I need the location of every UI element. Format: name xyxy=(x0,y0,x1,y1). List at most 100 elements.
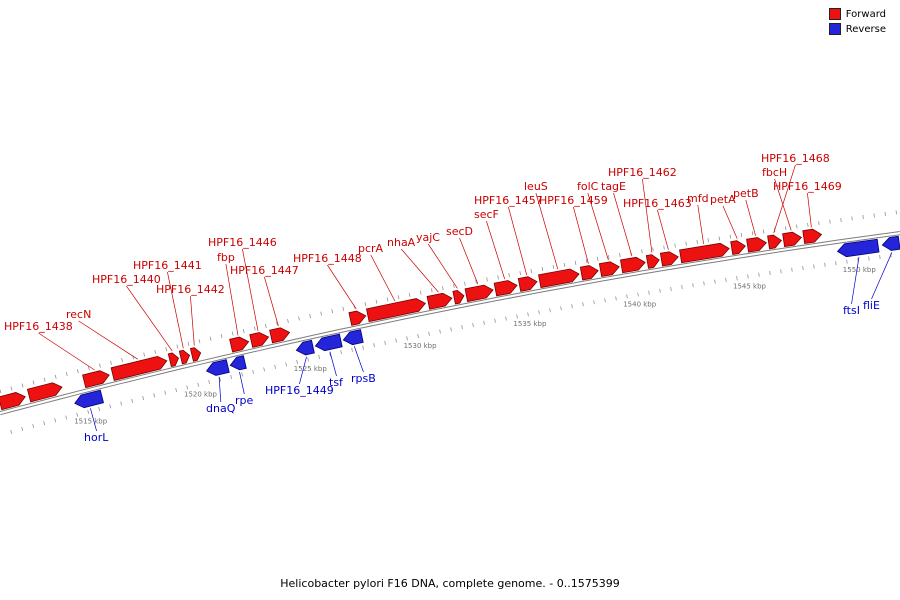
minor-tick xyxy=(769,270,771,276)
gene-arrow-pcrA[interactable] xyxy=(365,297,426,323)
minor-tick xyxy=(593,300,595,305)
minor-tick xyxy=(681,285,683,290)
gene-label-fbp: fbp xyxy=(217,251,235,264)
gene-arrow-HPF16_1440[interactable] xyxy=(167,352,180,368)
gene-arrow-petB[interactable] xyxy=(746,236,768,253)
gene-arrow-HPF16_1438[interactable] xyxy=(82,369,111,389)
minor-tick xyxy=(386,297,389,302)
gene-arrow[interactable] xyxy=(26,381,63,403)
gene-arrow-dnaQ[interactable] xyxy=(205,359,230,378)
minor-tick xyxy=(670,286,672,291)
gene-label-HPF16_1459: HPF16_1459 xyxy=(539,194,608,207)
gene-arrow-mfd[interactable] xyxy=(679,242,731,264)
label-line-HPF16_1447 xyxy=(264,276,279,327)
minor-tick xyxy=(54,374,57,379)
label-line-HPF16_1448 xyxy=(327,264,357,310)
minor-tick xyxy=(198,339,201,344)
label-line-tsf xyxy=(329,351,337,377)
gene-label-HPF16_1438: HPF16_1438 xyxy=(4,320,73,333)
minor-tick xyxy=(307,357,309,362)
gene-label-leuS: leuS xyxy=(524,180,548,193)
minor-tick xyxy=(329,352,331,357)
minor-tick xyxy=(143,352,146,357)
minor-tick xyxy=(43,421,46,426)
label-line-HPF16_1457 xyxy=(508,206,528,276)
gene-arrow-HPF16_1463[interactable] xyxy=(659,250,679,267)
gene-arrow-secD[interactable] xyxy=(464,284,494,303)
minor-tick xyxy=(641,249,643,254)
minor-tick xyxy=(253,326,256,331)
gene-label-folC: folC xyxy=(577,180,599,193)
label-line-HPF16_1440 xyxy=(126,285,173,352)
label-line-petB xyxy=(745,199,756,236)
gene-label-HPF16_1449: HPF16_1449 xyxy=(265,384,334,397)
scale-label: 1550 kbp xyxy=(843,266,877,274)
label-line-recN xyxy=(78,320,138,360)
gene-arrow[interactable] xyxy=(0,390,27,411)
label-line-horL xyxy=(90,408,97,432)
gene-arrow-secF[interactable] xyxy=(493,279,518,297)
gene-arrow-HPF16_1469[interactable] xyxy=(802,228,823,244)
minor-tick xyxy=(154,349,157,354)
minor-tick xyxy=(824,262,826,267)
gene-arrow-fbp[interactable] xyxy=(229,335,250,353)
minor-tick xyxy=(541,266,544,272)
minor-tick xyxy=(87,409,90,414)
gene-label-HPF16_1448: HPF16_1448 xyxy=(293,252,362,265)
gene-arrow-nhaA[interactable] xyxy=(426,292,453,310)
gene-arrow-fliE[interactable] xyxy=(881,235,900,251)
gene-arrow-rpe[interactable] xyxy=(229,355,247,372)
gene-arrow-HPF16_1447[interactable] xyxy=(269,326,291,344)
genome-backbone xyxy=(0,234,900,416)
gene-arrow-HPF16_1442[interactable] xyxy=(189,346,202,362)
minor-tick xyxy=(659,288,661,293)
minor-tick xyxy=(530,268,533,274)
minor-tick xyxy=(276,321,278,326)
gene-arrow-horL[interactable] xyxy=(73,389,105,410)
gene-arrow-HPF16_1459[interactable] xyxy=(579,264,599,281)
gene-arrow-HPF16_1441[interactable] xyxy=(178,349,191,365)
minor-tick xyxy=(176,344,179,349)
minor-tick xyxy=(758,272,760,277)
gene-arrow-petA[interactable] xyxy=(730,240,747,255)
scale-label: 1515 kbp xyxy=(74,418,108,426)
label-line-petA xyxy=(722,205,738,239)
gene-arrow-leuS[interactable] xyxy=(538,268,581,289)
minor-tick xyxy=(718,236,721,241)
minor-tick xyxy=(219,377,221,382)
gene-arrow-ftsI[interactable] xyxy=(836,238,880,258)
gene-arrow-HPF16_1448[interactable] xyxy=(348,309,367,326)
minor-tick xyxy=(604,298,606,303)
minor-tick xyxy=(740,232,743,237)
minor-tick xyxy=(696,239,698,245)
minor-tick xyxy=(287,318,289,323)
minor-tick xyxy=(296,359,298,364)
gene-label-petB: petB xyxy=(733,187,759,200)
minor-tick xyxy=(98,407,101,412)
minor-tick xyxy=(483,320,485,325)
minor-tick xyxy=(309,313,311,319)
minor-tick xyxy=(780,269,782,274)
minor-tick xyxy=(220,334,223,339)
minor-tick xyxy=(442,286,444,291)
gene-arrow-tagE[interactable] xyxy=(619,256,646,274)
gene-arrow-HPF16_1468[interactable] xyxy=(767,234,783,250)
gene-arrow-HPF16_1449[interactable] xyxy=(295,339,315,356)
gene-arrow-fbcH[interactable] xyxy=(782,231,803,248)
gene-arrow-HPF16_1462[interactable] xyxy=(645,254,660,269)
legend-swatch-forward xyxy=(828,8,841,20)
label-line-HPF16_1446 xyxy=(242,248,259,331)
label-line-rpsB xyxy=(353,346,364,373)
minor-tick xyxy=(508,273,510,278)
gene-arrow-recN[interactable] xyxy=(110,354,168,381)
minor-tick xyxy=(807,222,809,227)
gene-arrow-rpsB[interactable] xyxy=(342,329,364,347)
label-line-fliE xyxy=(871,252,893,300)
gene-arrow-yajC[interactable] xyxy=(452,289,465,305)
minor-tick xyxy=(43,377,46,382)
gene-arrow-tsf[interactable] xyxy=(314,333,343,352)
gene-arrow-folC[interactable] xyxy=(598,260,620,277)
gene-arrow-HPF16_1457[interactable] xyxy=(517,275,538,292)
minor-tick xyxy=(475,279,477,284)
gene-arrow-HPF16_1446[interactable] xyxy=(249,331,270,348)
